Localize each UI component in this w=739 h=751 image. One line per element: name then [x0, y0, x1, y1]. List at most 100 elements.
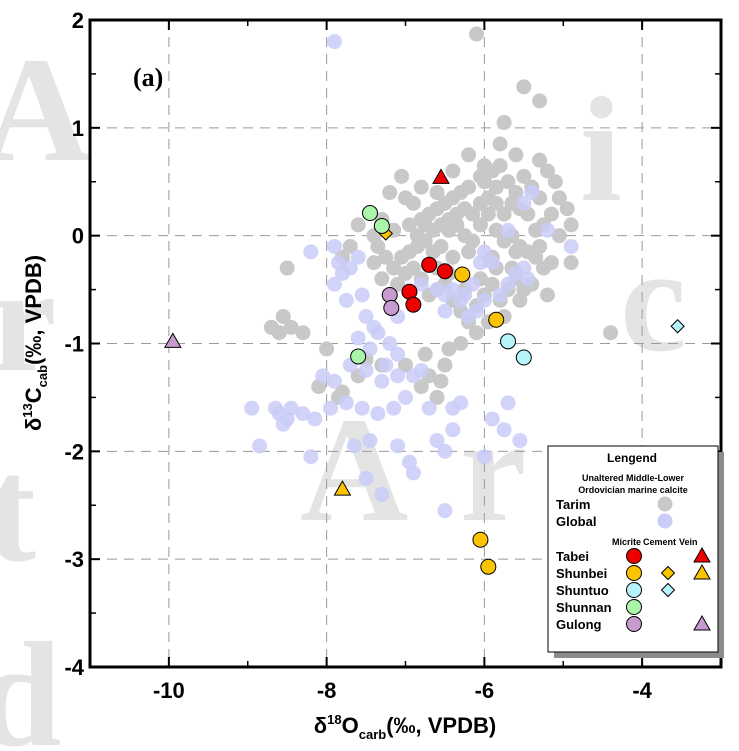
- point-tarim: [508, 244, 524, 260]
- point-tarim: [394, 249, 410, 265]
- point-global: [362, 341, 378, 357]
- point-tarim: [283, 319, 299, 335]
- point-global: [346, 438, 362, 454]
- svg-text:i: i: [580, 67, 622, 233]
- svg-text:t: t: [0, 427, 36, 593]
- point-global: [413, 276, 429, 292]
- point-tarim: [342, 238, 358, 254]
- point-global: [413, 362, 429, 378]
- point-tarim: [480, 206, 496, 222]
- point-global: [244, 400, 260, 416]
- point-tabei-vein: [432, 168, 450, 184]
- point-tarim: [492, 136, 508, 152]
- point-global: [524, 185, 540, 201]
- point-tarim: [441, 341, 457, 357]
- legend-marker-shunbei-cement: [660, 565, 676, 581]
- point-tarim: [516, 79, 532, 95]
- point-tarim: [350, 217, 366, 233]
- point-shunnan-micrite: [362, 205, 379, 222]
- point-global: [338, 292, 354, 308]
- point-tarim: [394, 168, 410, 184]
- point-global: [327, 373, 343, 389]
- point-tarim: [453, 336, 469, 351]
- point-tarim: [516, 168, 532, 184]
- point-global: [382, 336, 398, 351]
- point-shuntuo-cement: [670, 319, 685, 334]
- point-tarim: [496, 114, 512, 130]
- point-global: [358, 362, 374, 378]
- point-tarim: [603, 325, 619, 341]
- legend-marker-gulong-micrite: [626, 616, 642, 632]
- legend-marker-shunbei-micrite: [626, 565, 642, 581]
- point-tarim: [417, 346, 433, 362]
- legend-marker-gulong-vein: [693, 614, 711, 631]
- point-global: [437, 503, 453, 519]
- panel-label: (a): [133, 63, 163, 92]
- point-shunnan-micrite: [350, 348, 367, 365]
- legend-marker-global: [657, 513, 673, 529]
- point-global: [323, 400, 339, 416]
- point-tarim: [390, 276, 406, 292]
- x-ticks: -10 -8 -6 -4: [89, 20, 722, 703]
- point-shunbei-micrite: [480, 558, 497, 575]
- point-tarim: [472, 195, 488, 211]
- point-tarim: [461, 244, 477, 260]
- legend-marker-shunbei-vein: [693, 563, 711, 580]
- legend-marker-shuntuo-cement: [660, 582, 676, 598]
- point-tarim: [413, 379, 429, 395]
- y-axis-label: δ13Ccab(‰, VPDB): [20, 255, 50, 431]
- point-tarim: [539, 163, 555, 179]
- point-tarim: [382, 185, 398, 201]
- point-tarim: [433, 238, 449, 254]
- point-tarim: [484, 276, 500, 292]
- point-global: [457, 287, 473, 303]
- legend-col-cement: Cement: [643, 537, 676, 547]
- legend-col-micrite: Micrite: [612, 537, 641, 547]
- point-global: [465, 276, 481, 292]
- point-tarim: [445, 249, 461, 265]
- point-global: [358, 470, 374, 486]
- point-global: [445, 282, 461, 298]
- point-tarim: [461, 147, 477, 163]
- point-global: [476, 449, 492, 465]
- point-tarim: [405, 260, 421, 276]
- point-global: [492, 287, 508, 303]
- point-global: [484, 255, 500, 271]
- point-tarim: [551, 190, 567, 206]
- legend-label-shuntuo: Shuntuo: [556, 583, 609, 598]
- point-gulong-vein: [163, 332, 182, 348]
- svg-text:d: d: [0, 612, 61, 751]
- point-tarim: [437, 357, 453, 373]
- x-tick-label: -10: [153, 678, 185, 703]
- point-tarim: [279, 260, 295, 276]
- point-global: [354, 287, 370, 303]
- point-global: [512, 433, 528, 449]
- point-global: [370, 406, 386, 422]
- svg-text:r: r: [0, 237, 57, 403]
- legend-subtitle-2: Ordovician marine calcite: [578, 485, 688, 495]
- point-tarim: [366, 255, 382, 271]
- point-global: [520, 271, 536, 287]
- watermark: A r t d A r i c: [0, 27, 687, 751]
- x-tick-label: -4: [632, 678, 652, 703]
- point-tabei-micrite: [421, 256, 438, 273]
- svg-text:c: c: [620, 217, 687, 383]
- legend-marker-tarim: [657, 496, 673, 512]
- point-global: [342, 260, 358, 276]
- point-tarim: [504, 195, 520, 211]
- point-tarim: [492, 158, 508, 174]
- point-global: [539, 222, 555, 238]
- legend-title: Lengend: [607, 451, 657, 465]
- y-tick-label: -4: [64, 655, 84, 680]
- legend-col-vein: Vein: [679, 537, 698, 547]
- point-global: [295, 406, 311, 422]
- point-global: [307, 411, 323, 427]
- svg-text:A: A: [0, 27, 90, 193]
- point-tarim: [532, 152, 548, 168]
- point-global: [563, 238, 579, 254]
- legend-subtitle-1: Unaltered Middle-Lower: [582, 473, 685, 483]
- point-global: [267, 400, 283, 416]
- point-global: [303, 244, 319, 260]
- point-global: [468, 303, 484, 319]
- point-global: [370, 325, 386, 341]
